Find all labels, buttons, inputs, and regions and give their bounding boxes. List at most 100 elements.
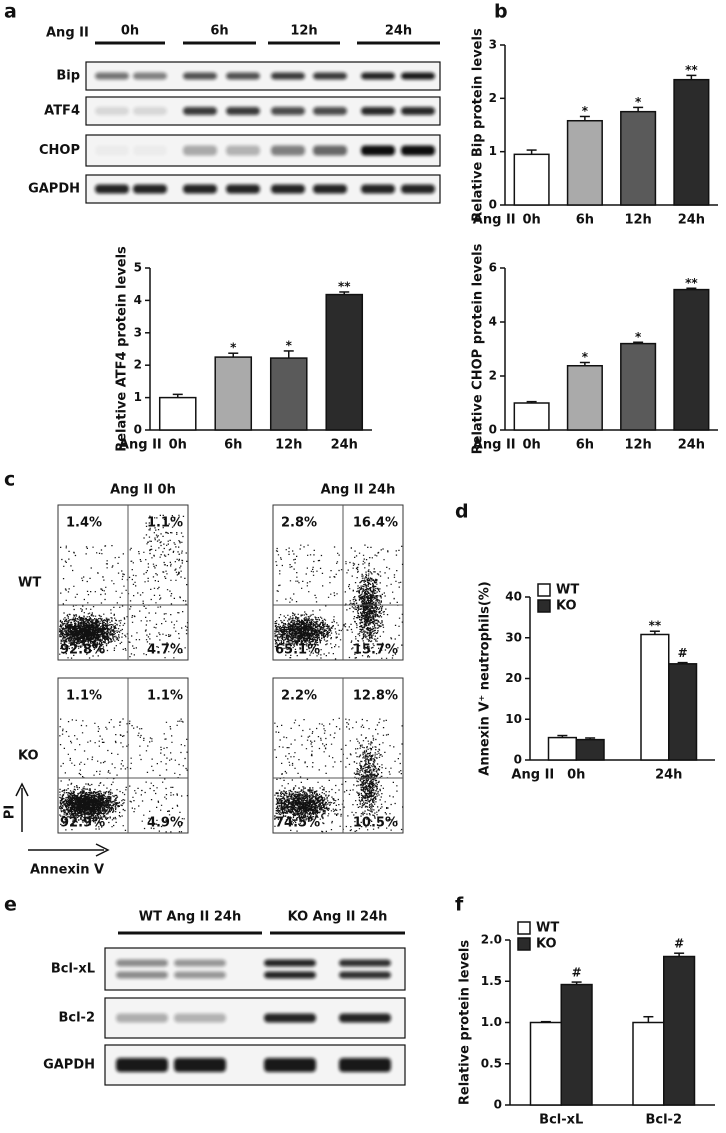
quadrant-percent: 12.8% bbox=[353, 689, 398, 704]
quadrant-percent: 1.1% bbox=[147, 516, 183, 531]
bar bbox=[269, 357, 308, 431]
x-axis-title: Ang II bbox=[473, 213, 516, 228]
blot-band bbox=[174, 1013, 226, 1023]
bar bbox=[673, 78, 710, 206]
bar bbox=[566, 119, 603, 206]
x-tick-label: 24h bbox=[678, 438, 705, 453]
blot-band bbox=[183, 184, 217, 194]
quadrant-percent: 2.2% bbox=[281, 689, 317, 704]
panel-letter: f bbox=[455, 894, 464, 916]
lane-label: 12h bbox=[290, 24, 317, 39]
y-tick-label: 4 bbox=[489, 315, 497, 329]
y-axis-title: Relative CHOP protein levels bbox=[471, 243, 486, 454]
bar bbox=[620, 110, 657, 206]
y-tick-label: 1.0 bbox=[481, 1015, 502, 1029]
significance-mark: * bbox=[582, 104, 589, 118]
significance-mark: ** bbox=[338, 279, 351, 293]
quadrant-percent: 15.7% bbox=[353, 643, 398, 658]
scatter-dots bbox=[59, 718, 189, 833]
significance-mark: * bbox=[635, 95, 642, 109]
quadrant-percent: 16.4% bbox=[353, 516, 398, 531]
blot-band bbox=[264, 1013, 316, 1023]
row-label: CHOP bbox=[39, 143, 80, 158]
blot-band bbox=[271, 145, 305, 156]
blot-band bbox=[339, 959, 391, 967]
y-axis-title: Annexin V⁺ neutrophils(%) bbox=[478, 581, 493, 775]
row-title: KO bbox=[18, 749, 39, 764]
bar bbox=[547, 736, 577, 761]
bar bbox=[513, 402, 550, 431]
blot-band bbox=[226, 184, 260, 194]
panel-letter: b bbox=[494, 1, 508, 23]
significance-mark: ** bbox=[649, 619, 662, 633]
x-tick-label: Bcl-xL bbox=[539, 1113, 583, 1128]
legend-label: KO bbox=[536, 937, 557, 952]
bar bbox=[673, 288, 710, 431]
x-tick-label: Bcl-2 bbox=[645, 1113, 682, 1128]
blot-band bbox=[264, 971, 316, 979]
y-tick-label: 2 bbox=[489, 369, 497, 383]
quadrant-percent: 4.7% bbox=[147, 643, 183, 658]
legend-label: KO bbox=[556, 599, 577, 614]
panel-letter: a bbox=[4, 1, 17, 23]
row-label: ATF4 bbox=[44, 104, 80, 119]
y-tick-label: 20 bbox=[505, 671, 522, 685]
y-axis-title: Relative ATF4 protein levels bbox=[115, 246, 130, 452]
x-axis-title: Ang II bbox=[511, 768, 554, 783]
blot-band bbox=[313, 184, 347, 194]
quadrant-percent: 1.1% bbox=[147, 689, 183, 704]
legend-label: WT bbox=[556, 583, 579, 598]
blot-frame bbox=[104, 947, 406, 991]
blot-band bbox=[401, 72, 435, 80]
blot-band bbox=[264, 1058, 316, 1072]
blot-band bbox=[183, 107, 217, 115]
blot-band bbox=[401, 184, 435, 194]
y-tick-label: 2.0 bbox=[481, 933, 502, 947]
legend-swatch bbox=[517, 937, 531, 951]
x-tick-label: 24h bbox=[331, 438, 358, 453]
blot-band bbox=[116, 1058, 168, 1072]
y-tick-label: 1 bbox=[489, 144, 497, 158]
quadrant-percent: 1.1% bbox=[66, 689, 102, 704]
column-title: Ang II 24h bbox=[321, 483, 396, 498]
y-tick-label: 10 bbox=[505, 712, 522, 726]
bar bbox=[632, 1021, 665, 1106]
bar bbox=[560, 983, 593, 1106]
lane-label: 24h bbox=[385, 24, 412, 39]
blot-band bbox=[174, 1058, 226, 1072]
bar bbox=[325, 293, 364, 431]
significance-mark: * bbox=[230, 341, 237, 355]
x-tick-label: 24h bbox=[678, 213, 705, 228]
x-axis-title: Ang II bbox=[473, 438, 516, 453]
significance-mark: # bbox=[678, 646, 688, 660]
row-label: Bcl-2 bbox=[58, 1011, 95, 1026]
blot-band bbox=[264, 959, 316, 967]
quadrant-percent: 2.8% bbox=[281, 516, 317, 531]
blot-band bbox=[401, 145, 435, 156]
significance-mark: * bbox=[582, 350, 589, 364]
quadrant-percent: 92.9% bbox=[60, 816, 105, 831]
x-tick-label: 0h bbox=[522, 213, 540, 228]
quadrant-percent: 92.8% bbox=[60, 643, 105, 658]
blot-band bbox=[361, 107, 395, 115]
y-axis-title: Relative Bip protein levels bbox=[471, 28, 486, 222]
blot-band bbox=[226, 107, 260, 115]
row-label: GAPDH bbox=[28, 182, 80, 197]
significance-mark: # bbox=[572, 966, 582, 980]
bar bbox=[214, 356, 253, 431]
x-tick-label: 6h bbox=[576, 213, 594, 228]
blot-band bbox=[361, 145, 395, 156]
bar bbox=[513, 153, 550, 206]
y-tick-label: 3 bbox=[134, 325, 142, 339]
quadrant-percent: 1.4% bbox=[66, 516, 102, 531]
legend-swatch bbox=[517, 921, 531, 935]
x-tick-label: 12h bbox=[275, 438, 302, 453]
blot-band bbox=[133, 72, 167, 80]
y-tick-label: 4 bbox=[134, 293, 142, 307]
blot-band bbox=[401, 107, 435, 115]
quadrant-percent: 10.5% bbox=[353, 816, 398, 831]
x-tick-label: 0h bbox=[567, 768, 585, 783]
y-tick-label: 6 bbox=[489, 261, 497, 275]
row-title: WT bbox=[18, 576, 41, 591]
panel-letter: d bbox=[455, 501, 469, 523]
